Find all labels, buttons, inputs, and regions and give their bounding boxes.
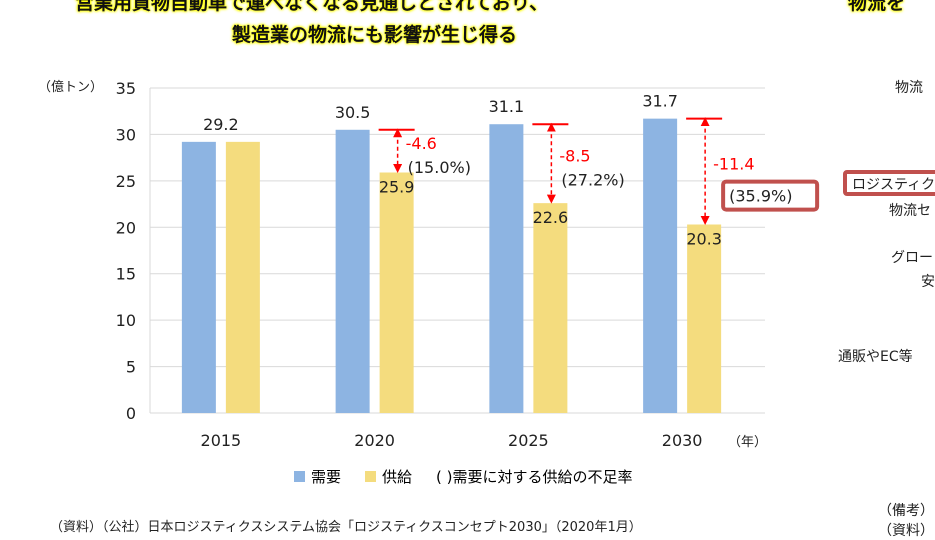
title-line-1: 営業用貨物自動車で運べなくなる見通しとされており、 xyxy=(75,0,549,14)
right-highlight-box xyxy=(843,170,935,196)
right-item-2: ロジスティク xyxy=(852,177,935,193)
supply-data-label: 20.3 xyxy=(686,230,722,249)
bar-supply xyxy=(225,141,260,413)
demand-data-label: 31.7 xyxy=(642,92,678,111)
demand-data-label: 29.2 xyxy=(203,115,239,134)
source-note: （資料）（公社）日本ロジスティクスシステム協会「ロジスティクスコンセプト2030… xyxy=(50,520,642,535)
shortfall-value: -11.4 xyxy=(713,155,754,174)
x-axis-label: （年） xyxy=(728,435,768,450)
bar-demand xyxy=(335,129,370,414)
y-tick-label: 0 xyxy=(126,404,136,423)
y-tick-label: 15 xyxy=(116,265,136,284)
supply-data-label: 22.6 xyxy=(533,208,569,227)
demand-data-label: 31.1 xyxy=(489,97,525,116)
shortfall-value: -4.6 xyxy=(406,134,437,153)
legend-swatch-demand xyxy=(294,471,305,482)
right-note-1: （備考） xyxy=(878,503,934,519)
right-item-1: 物流 xyxy=(895,80,923,96)
right-item-4: グロー xyxy=(891,250,933,266)
supply-data-label: 25.9 xyxy=(379,178,415,197)
shortfall-rate: (35.9%) xyxy=(729,187,792,206)
bar-demand xyxy=(643,118,678,414)
y-tick-label: 20 xyxy=(116,218,136,237)
right-item-5: 安 xyxy=(921,274,935,290)
right-note-2: （資料） xyxy=(878,523,934,539)
legend-swatch-supply xyxy=(365,471,377,482)
x-tick-label: 2030 xyxy=(662,431,703,450)
demand-data-label: 30.5 xyxy=(335,103,371,122)
x-tick-label: 2020 xyxy=(354,431,395,450)
right-title-fragment: 物流を xyxy=(848,0,906,14)
y-tick-label: 35 xyxy=(116,79,136,98)
y-tick-label: 10 xyxy=(116,311,136,330)
legend-note: ( )需要に対する供給の不足率 xyxy=(436,468,633,486)
y-tick-label: 30 xyxy=(116,125,136,144)
title-line-2: 製造業の物流にも影響が生じ得る xyxy=(232,24,518,46)
bar-supply xyxy=(379,172,414,413)
bar-demand xyxy=(181,141,216,413)
x-tick-label: 2015 xyxy=(201,431,242,450)
shortfall-highlight-box xyxy=(721,179,820,212)
y-tick-label: 5 xyxy=(126,358,136,377)
shortfall-value: -8.5 xyxy=(559,147,590,166)
shortfall-rate: (27.2%) xyxy=(561,171,624,190)
y-axis-label: （億トン） xyxy=(38,80,104,95)
right-item-6: 通販やEC等 xyxy=(838,349,913,365)
x-tick-label: 2025 xyxy=(508,431,549,450)
bar-supply xyxy=(687,224,722,413)
legend-supply: 供給 xyxy=(382,468,413,486)
shortfall-rate: (15.0%) xyxy=(408,158,471,177)
bar-demand xyxy=(489,124,524,413)
legend-demand: 需要 xyxy=(311,468,342,486)
legend: 需要 供給 ( )需要に対する供給の不足率 xyxy=(294,466,633,487)
y-tick-label: 25 xyxy=(116,172,136,191)
right-item-3: 物流セ xyxy=(889,203,931,219)
bar-supply xyxy=(533,203,568,413)
